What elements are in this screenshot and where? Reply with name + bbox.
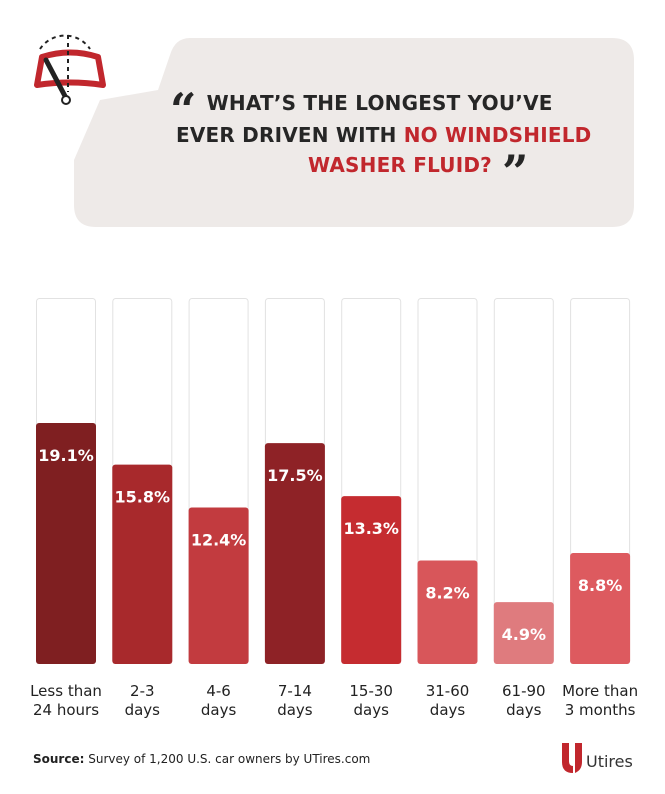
data-label: 4.9% [502,625,546,644]
category-label: 4-6 [206,682,231,700]
data-label: 19.1% [38,446,94,465]
bar [417,560,478,664]
speech-bubble [74,38,634,227]
bar [264,443,325,664]
source-text: Survey of 1,200 U.S. car owners by UTire… [84,752,371,766]
chart-title: “WHAT’S THE LONGEST YOU’VE EVER DRIVEN W… [170,87,610,195]
category-label: 7-14 [278,682,312,700]
category-label: days [125,701,161,719]
category-label: 3 months [565,701,636,719]
data-label: 8.8% [578,576,622,595]
windshield-wiper-icon [34,34,106,105]
quote-open-icon: “ [170,83,197,137]
bar [493,602,554,664]
category-label: days [506,701,542,719]
category-label: days [430,701,466,719]
category-label: 61-90 [502,682,546,700]
bar [36,422,96,664]
data-label: 17.5% [267,466,323,485]
title-line-2: EVER DRIVEN WITH [176,123,404,147]
bar [188,507,249,664]
data-label: 15.8% [115,488,171,507]
utires-logo-icon [562,743,582,773]
category-label: Less than [30,682,102,700]
category-label: days [353,701,389,719]
category-label: 24 hours [33,701,99,719]
category-label: days [201,701,237,719]
data-label: 12.4% [191,531,247,550]
source-note: Source: Survey of 1,200 U.S. car owners … [33,752,370,766]
bar [341,496,402,664]
category-label: 2-3 [130,682,155,700]
bar [570,552,631,664]
header-graphic [34,34,634,227]
quote-close-icon: ” [502,145,529,199]
category-label: days [277,701,313,719]
title-line-2-highlight: NO WINDSHIELD [403,123,592,147]
brand-name: Utires [586,752,633,771]
category-label: More than [562,682,638,700]
category-label: 15-30 [349,682,393,700]
title-line-1: WHAT’S THE LONGEST YOU’VE [206,91,553,115]
source-label: Source: [33,752,85,766]
data-label: 8.2% [425,584,469,603]
data-label: 13.3% [343,519,399,538]
title-line-3-highlight: WASHER FLUID? [308,153,492,177]
category-label: 31-60 [426,682,470,700]
bar [112,464,173,664]
